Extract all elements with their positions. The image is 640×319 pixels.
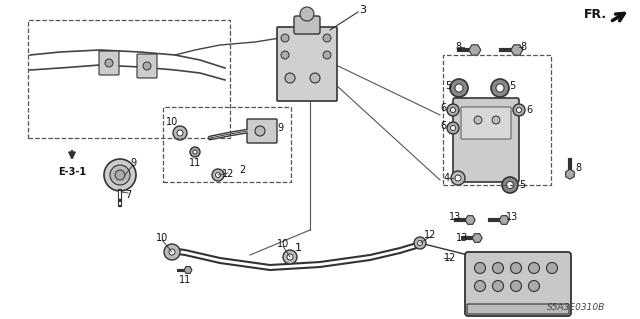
FancyBboxPatch shape xyxy=(99,51,119,75)
Circle shape xyxy=(212,169,224,181)
Circle shape xyxy=(516,108,522,113)
Circle shape xyxy=(529,263,540,273)
Text: 7: 7 xyxy=(125,190,131,200)
Circle shape xyxy=(283,250,297,264)
Text: 6: 6 xyxy=(440,121,446,131)
Text: 8: 8 xyxy=(575,163,581,173)
Text: 8: 8 xyxy=(455,42,461,52)
Circle shape xyxy=(451,125,456,130)
Text: 5: 5 xyxy=(519,180,525,190)
FancyBboxPatch shape xyxy=(294,16,320,34)
FancyBboxPatch shape xyxy=(461,107,511,139)
Circle shape xyxy=(513,104,525,116)
Circle shape xyxy=(474,280,486,292)
Circle shape xyxy=(115,170,125,180)
Circle shape xyxy=(104,159,136,191)
Circle shape xyxy=(323,51,331,59)
Circle shape xyxy=(216,173,221,177)
Circle shape xyxy=(281,51,289,59)
Text: 4: 4 xyxy=(444,173,450,183)
Text: E-3-1: E-3-1 xyxy=(58,167,86,177)
Text: S5A3E0310B: S5A3E0310B xyxy=(547,303,605,313)
Text: 5: 5 xyxy=(509,81,515,91)
Circle shape xyxy=(173,126,187,140)
Text: 13: 13 xyxy=(449,212,461,222)
FancyBboxPatch shape xyxy=(137,54,157,78)
Text: 9: 9 xyxy=(277,123,283,133)
Circle shape xyxy=(474,263,486,273)
Text: 5: 5 xyxy=(445,81,451,91)
Circle shape xyxy=(496,84,504,92)
FancyBboxPatch shape xyxy=(465,252,571,316)
FancyBboxPatch shape xyxy=(247,119,277,143)
Circle shape xyxy=(255,126,265,136)
Text: 10: 10 xyxy=(166,117,178,127)
Circle shape xyxy=(492,116,500,124)
Circle shape xyxy=(287,254,293,260)
Text: 13: 13 xyxy=(506,212,518,222)
Circle shape xyxy=(474,116,482,124)
Circle shape xyxy=(451,108,456,113)
Bar xyxy=(28,20,230,138)
Circle shape xyxy=(281,34,289,42)
Circle shape xyxy=(455,84,463,92)
Text: FR.: FR. xyxy=(584,8,607,20)
Circle shape xyxy=(493,263,504,273)
Circle shape xyxy=(547,263,557,273)
Bar xyxy=(443,55,551,185)
FancyBboxPatch shape xyxy=(277,27,337,101)
Circle shape xyxy=(323,34,331,42)
Circle shape xyxy=(447,104,459,116)
Text: 12: 12 xyxy=(424,230,436,240)
Circle shape xyxy=(502,177,518,193)
Bar xyxy=(163,107,291,182)
Text: 6: 6 xyxy=(440,103,446,113)
Circle shape xyxy=(110,165,130,185)
Circle shape xyxy=(511,263,522,273)
Circle shape xyxy=(300,7,314,21)
Circle shape xyxy=(529,280,540,292)
Text: 9: 9 xyxy=(130,158,136,168)
FancyBboxPatch shape xyxy=(467,304,569,314)
Text: 11: 11 xyxy=(179,275,191,285)
Circle shape xyxy=(105,59,113,67)
Circle shape xyxy=(193,150,197,154)
Circle shape xyxy=(491,79,509,97)
Text: 2: 2 xyxy=(239,165,245,175)
Text: 12: 12 xyxy=(444,253,456,263)
Circle shape xyxy=(177,130,183,136)
Circle shape xyxy=(164,244,180,260)
Text: 3: 3 xyxy=(360,5,367,15)
Circle shape xyxy=(451,171,465,185)
Circle shape xyxy=(511,280,522,292)
Circle shape xyxy=(310,73,320,83)
Circle shape xyxy=(417,241,422,246)
Circle shape xyxy=(143,62,151,70)
Circle shape xyxy=(169,249,175,255)
Text: 1: 1 xyxy=(294,243,301,253)
Text: 11: 11 xyxy=(189,158,201,168)
Circle shape xyxy=(493,280,504,292)
Circle shape xyxy=(447,122,459,134)
Text: 6: 6 xyxy=(526,105,532,115)
Text: 13: 13 xyxy=(456,233,468,243)
FancyBboxPatch shape xyxy=(453,98,519,182)
Circle shape xyxy=(285,73,295,83)
Text: 10: 10 xyxy=(277,239,289,249)
Text: 8: 8 xyxy=(520,42,526,52)
Circle shape xyxy=(414,237,426,249)
Circle shape xyxy=(450,79,468,97)
Circle shape xyxy=(506,182,513,189)
Text: 10: 10 xyxy=(156,233,168,243)
Text: 12: 12 xyxy=(222,169,234,179)
Circle shape xyxy=(455,175,461,181)
Circle shape xyxy=(190,147,200,157)
